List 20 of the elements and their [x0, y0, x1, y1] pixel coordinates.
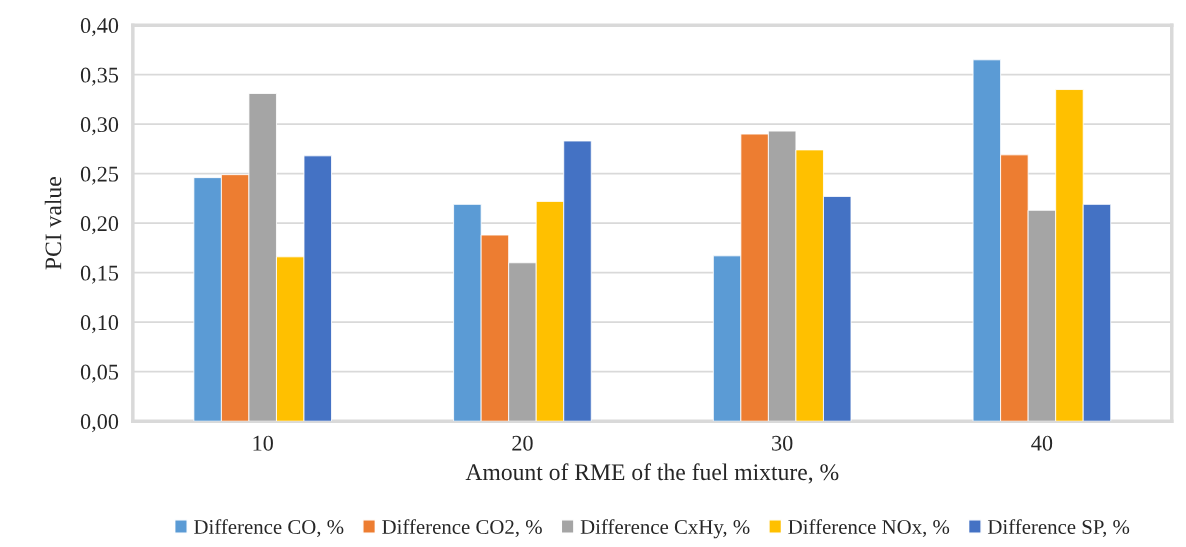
- y-tick-label: 0,25: [80, 166, 119, 185]
- legend-label: Difference CO2, %: [382, 519, 542, 538]
- y-tick-label: 0,35: [80, 67, 119, 86]
- x-tick-label: 30: [772, 435, 793, 451]
- y-tick-label: 0,30: [80, 117, 119, 136]
- x-axis-title: Amount of RME of the fuel mixture, %: [465, 463, 839, 484]
- y-tick-label: 0,00: [80, 414, 119, 433]
- legend-label: Difference SP, %: [987, 519, 1130, 538]
- y-tick-label: 0,20: [80, 216, 119, 235]
- y-axis-title: PCI value: [44, 177, 62, 270]
- y-tick-label: 0,10: [80, 315, 119, 334]
- x-tick-label: 20: [512, 435, 533, 451]
- legend-label: Difference CxHy, %: [580, 519, 750, 539]
- y-tick-label: 0,05: [80, 364, 119, 383]
- x-tick-label: 10: [253, 435, 273, 451]
- y-tick-label: 0,15: [80, 265, 119, 284]
- legend-label: Difference NOx, %: [788, 519, 950, 538]
- x-tick-label: 40: [1031, 435, 1053, 451]
- legend-label: Difference CO, %: [194, 519, 344, 538]
- y-tick-label: 0,40: [80, 18, 119, 37]
